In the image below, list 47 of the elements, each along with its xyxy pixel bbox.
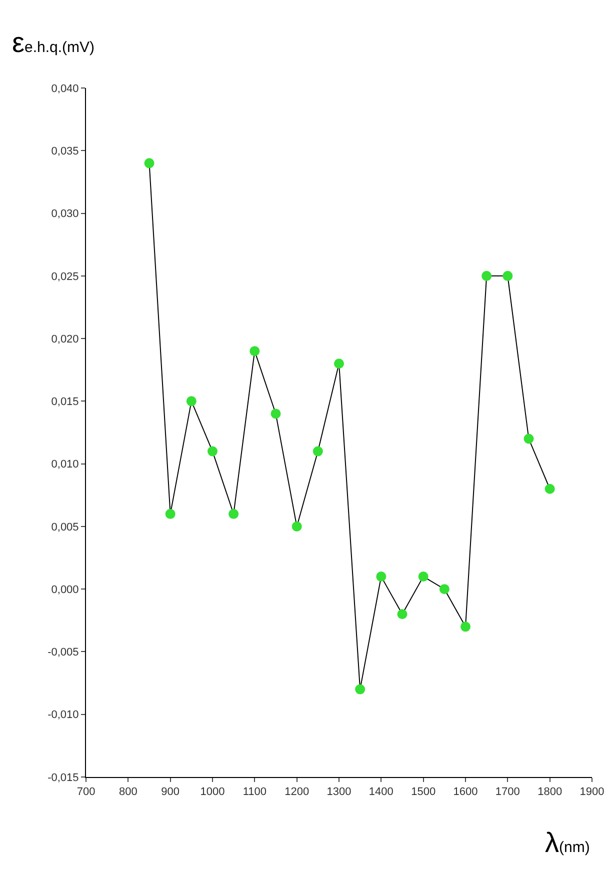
y-tick-label: -0,010 [48,709,79,722]
x-tick-label: 1200 [284,786,310,798]
y-tick-label: 0,035 [51,145,79,158]
point [418,572,428,582]
point [334,358,344,369]
x-tick-label: 1000 [200,786,225,798]
point [439,584,450,594]
x-tick-label: 800 [118,786,138,798]
point [228,508,239,519]
x-tick-label: 1300 [326,786,352,798]
y-tick-label: 0,000 [51,584,79,596]
y-tick-label: 0,010 [51,458,79,471]
point [292,521,302,532]
y-tick-label: 0,020 [51,333,79,346]
x-tick-label: 1400 [368,786,394,798]
point [312,446,323,456]
y-tick-label: -0,005 [48,646,79,659]
point [524,434,534,444]
x-tick-label: 1100 [242,786,266,798]
point [544,484,555,494]
point [165,508,176,519]
point [376,572,386,582]
point [482,270,492,281]
point [270,408,281,419]
point [250,346,260,356]
x-axis-title: λ(nm) [545,827,590,858]
y-tick-label: 0,005 [51,521,79,534]
y-tick-label: 0,040 [51,82,79,95]
x-tick-label: 700 [76,786,96,798]
y-tick-label: 0,015 [51,396,79,408]
y-tick-label: 0,025 [51,270,79,283]
point [186,396,196,406]
point [355,684,366,694]
x-tick-label: 1600 [453,786,478,798]
point [144,158,154,168]
x-tick-label: 1800 [538,786,562,798]
point [502,270,513,281]
point [460,622,470,632]
x-tick-label: 1900 [580,786,604,798]
x-tick-label: 900 [161,786,180,798]
y-axis-title: εe.h.q.(mV) [12,27,95,58]
point [397,609,408,620]
y-tick-label: -0,015 [48,772,79,784]
x-tick-label: 1500 [411,786,436,798]
point [208,446,218,456]
x-tick-label: 1700 [495,786,520,798]
y-tick-label: 0,030 [51,208,79,220]
